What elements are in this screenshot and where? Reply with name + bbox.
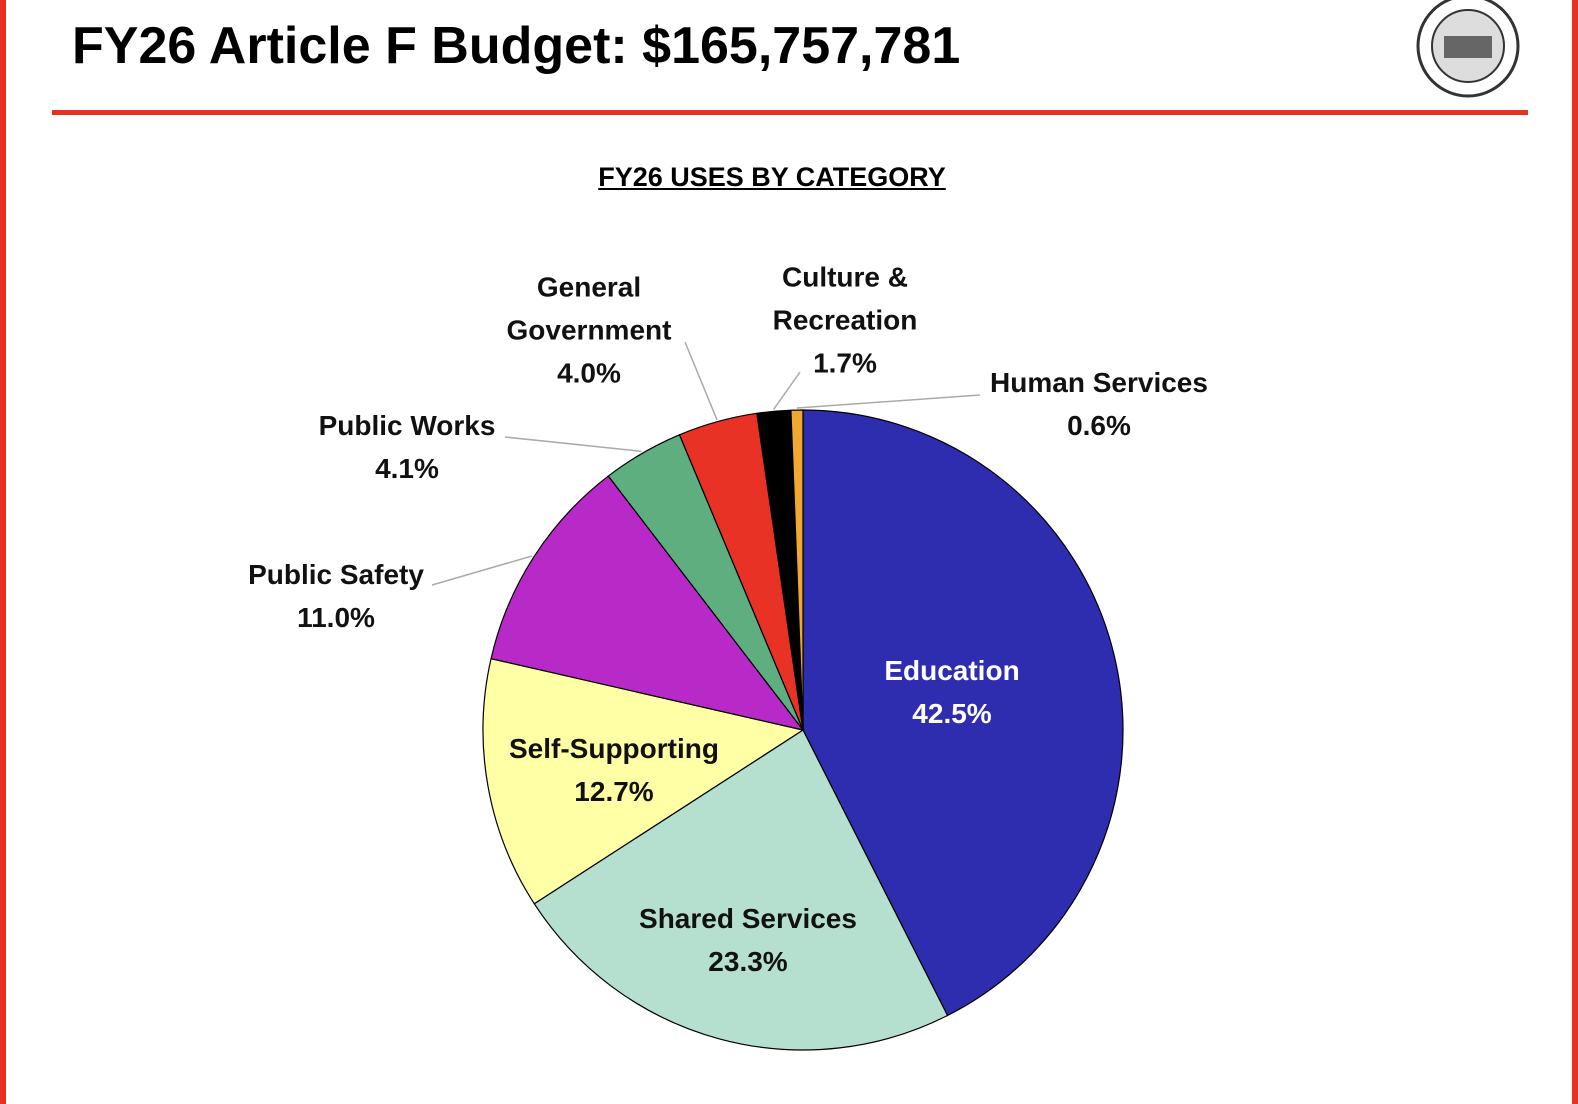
slice-label: Education 42.5% bbox=[802, 649, 1102, 735]
slice-value: 1.7% bbox=[813, 347, 877, 379]
slice-label: Human Services 0.6% bbox=[959, 361, 1239, 447]
slice-name: Culture & Recreation bbox=[772, 261, 918, 336]
slice-name: Education bbox=[884, 655, 1020, 686]
slice-value: 11.0% bbox=[297, 602, 375, 633]
slice-value: 12.7% bbox=[574, 776, 654, 807]
pie-slice bbox=[802, 409, 1124, 1017]
slice-label: Public Works 4.1% bbox=[287, 404, 527, 490]
slice-value: 23.3% bbox=[708, 946, 788, 977]
slide-edge bbox=[0, 0, 6, 1104]
slice-name: Self-Supporting bbox=[509, 733, 719, 764]
seal-logo bbox=[1416, 0, 1520, 98]
slice-name: Public Works bbox=[318, 410, 496, 441]
pie-slice bbox=[533, 729, 949, 1051]
slide-edge bbox=[1572, 0, 1578, 1104]
leader-line bbox=[684, 341, 718, 420]
title-rule bbox=[52, 110, 1528, 115]
slice-value: 0.6% bbox=[1067, 410, 1131, 441]
slice-value: 42.5% bbox=[912, 698, 992, 729]
pie-slice bbox=[490, 475, 805, 731]
slice-label: Culture & Recreation 1.7% bbox=[760, 256, 930, 385]
slice-value: 4.0% bbox=[557, 357, 621, 389]
chart-title: FY26 USES BY CATEGORY bbox=[598, 162, 946, 192]
slice-label: Public Safety 11.0% bbox=[216, 553, 456, 639]
slide-title: FY26 Article F Budget: $165,757,781 bbox=[72, 17, 961, 75]
slice-name: Shared Services bbox=[639, 903, 857, 934]
leader-line bbox=[773, 371, 801, 410]
slice-value: 4.1% bbox=[375, 453, 439, 484]
slice-name: Human Services bbox=[990, 367, 1208, 398]
slice-name: Public Safety bbox=[248, 559, 424, 590]
leader-line bbox=[431, 555, 533, 586]
pie-slice bbox=[790, 409, 804, 731]
slice-label: Self-Supporting 12.7% bbox=[464, 727, 764, 813]
slice-label: Shared Services 23.3% bbox=[598, 897, 898, 983]
leader-line bbox=[796, 394, 981, 409]
leader-line bbox=[504, 436, 642, 453]
pie-slice bbox=[482, 657, 805, 905]
slice-name: General Government bbox=[506, 271, 672, 346]
slice-label: General Government 4.0% bbox=[489, 266, 689, 395]
